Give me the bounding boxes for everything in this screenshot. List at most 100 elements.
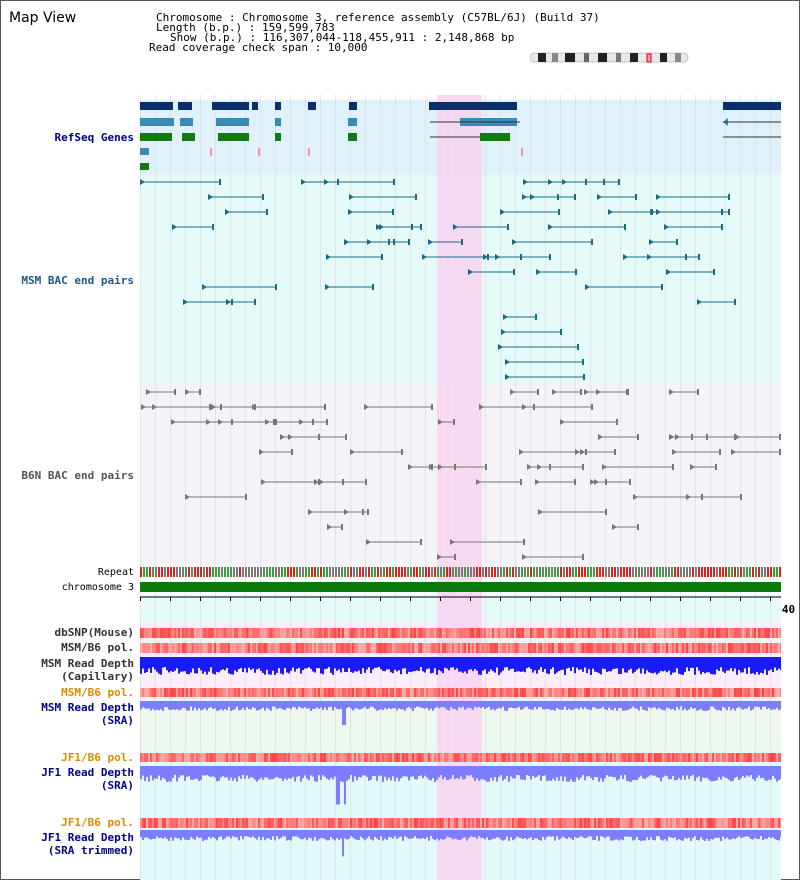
jf1-pol2-heat [728, 818, 730, 828]
jf1-trimmed-depth [260, 830, 262, 841]
dbsnp-heat [470, 628, 472, 638]
jf1-sra-depth [552, 766, 554, 779]
msm-pol2-heat [186, 688, 188, 697]
msm-b6-pol-label-1[interactable]: MSM/B6 pol. [61, 641, 134, 654]
jf1-pol2-heat [580, 818, 582, 828]
jf1-trimmed-depth [726, 830, 728, 838]
jf1-sra-depth [446, 766, 448, 781]
msm-capillary-depth [642, 657, 644, 669]
msm-sra-depth [404, 701, 406, 711]
jf1-pol2-heat [410, 818, 412, 828]
b6n-bac-pair-end [259, 449, 264, 455]
jf1-pol-heat [420, 753, 422, 762]
jf1-trimmed-depth [176, 830, 178, 839]
msm-pol2-heat [452, 688, 454, 697]
jf1-sra-depth [312, 766, 314, 777]
msm-pol-heat [316, 643, 318, 653]
dbsnp-heat [542, 628, 544, 638]
msm-capillary-depth [218, 657, 220, 673]
b6n-bac-end-pairs-label[interactable]: B6N BAC end pairs [21, 469, 134, 482]
dbsnp-label[interactable]: dbSNP(Mouse) [54, 626, 134, 639]
chromosome-ideogram[interactable] [530, 52, 690, 64]
jf1-pol-heat [628, 753, 630, 762]
refseq-genes-label[interactable]: RefSeq Genes [54, 131, 134, 144]
repeat-mark [371, 567, 373, 577]
msm-sra-depth [170, 701, 172, 710]
repeat-mark [665, 567, 667, 577]
msm-sra-depth [644, 701, 646, 711]
msm-pol2-heat [672, 688, 674, 697]
jf1-pol-heat [672, 753, 674, 762]
genome-track-canvas[interactable] [140, 95, 781, 880]
jf1-pol-heat [624, 753, 626, 762]
dbsnp-heat [344, 628, 346, 638]
jf1-pol-heat [646, 753, 648, 762]
jf1-read-depth-label[interactable]: JF1 Read Depth (SRA) [41, 766, 134, 792]
msm-pol2-heat [770, 688, 772, 697]
jf1-sra-depth [206, 766, 208, 776]
dbsnp-heat [376, 628, 378, 638]
dbsnp-heat [270, 628, 272, 638]
repeat-mark [563, 567, 565, 577]
jf1-trimmed-depth [560, 830, 562, 839]
b6n-bac-pair-end [273, 419, 275, 425]
jf1-b6-pol-label-1[interactable]: JF1/B6 pol. [61, 751, 134, 764]
msm-capillary-depth [494, 657, 496, 673]
jf1-sra-depth [406, 766, 408, 777]
jf1-trimmed-depth [692, 830, 694, 838]
msm-pol2-heat [330, 688, 332, 697]
jf1-sra-depth [636, 766, 638, 781]
refseq-gene-arrow [275, 118, 280, 126]
msm-pol-heat [170, 643, 172, 653]
msm-capillary-depth [552, 657, 554, 668]
jf1-sra-depth [618, 766, 620, 780]
msm-sra-depth [362, 701, 364, 709]
msm-pol-heat [642, 643, 644, 653]
msm-pol2-heat [416, 688, 418, 697]
msm-pol2-heat [634, 688, 636, 697]
jf1-sra-depth [372, 766, 374, 776]
jf1-pol-heat [714, 753, 716, 762]
jf1-read-depth-trimmed-label[interactable]: JF1 Read Depth (SRA trimmed) [41, 831, 134, 857]
msm-b6-pol-label-2[interactable]: MSM/B6 pol. [61, 686, 134, 699]
msm-pol2-heat [674, 688, 676, 697]
msm-sra-depth [434, 701, 436, 709]
jf1-pol-heat [718, 753, 720, 762]
jf1-pol2-heat [666, 818, 668, 828]
msm-pol-heat [682, 643, 684, 653]
jf1-sra-depth [504, 766, 506, 779]
msm-pol2-heat [312, 688, 314, 697]
jf1-trimmed-depth [246, 830, 248, 837]
msm-capillary-depth [384, 657, 386, 672]
msm-read-depth-capillary-label[interactable]: MSM Read Depth (Capillary) [41, 657, 134, 683]
jf1-trimmed-depth [592, 830, 594, 840]
jf1-pol-heat [506, 753, 508, 762]
jf1-trimmed-depth [594, 830, 596, 840]
msm-bac-end-pairs-label[interactable]: MSM BAC end pairs [21, 274, 134, 287]
label-line: MSM Read Depth [41, 657, 134, 670]
dbsnp-heat [474, 628, 476, 638]
jf1-sra-depth [512, 766, 514, 779]
b6n-bac-pair-end [479, 404, 484, 410]
jf1-sra-depth [616, 766, 618, 781]
msm-pol-heat [318, 643, 320, 653]
dbsnp-heat [330, 628, 332, 638]
msm-sra-depth [280, 701, 282, 709]
msm-pol-heat [550, 643, 552, 653]
jf1-pol2-heat [524, 818, 526, 828]
msm-read-depth-sra-label[interactable]: MSM Read Depth (SRA) [41, 701, 134, 727]
msm-pol2-heat [462, 688, 464, 697]
dbsnp-heat [320, 628, 322, 638]
msm-sra-depth [276, 701, 278, 710]
msm-sra-depth [452, 701, 454, 709]
repeat-mark [632, 567, 634, 577]
repeat-mark [467, 567, 469, 577]
jf1-b6-pol-label-2[interactable]: JF1/B6 pol. [61, 816, 134, 829]
msm-pol2-heat [730, 688, 732, 697]
dbsnp-heat [314, 628, 316, 638]
jf1-sra-depth [228, 766, 230, 781]
msm-bac-pair-end [415, 194, 417, 200]
jf1-trimmed-depth [608, 830, 610, 837]
msm-sra-depth [210, 701, 212, 708]
msm-pol-heat [536, 643, 538, 653]
